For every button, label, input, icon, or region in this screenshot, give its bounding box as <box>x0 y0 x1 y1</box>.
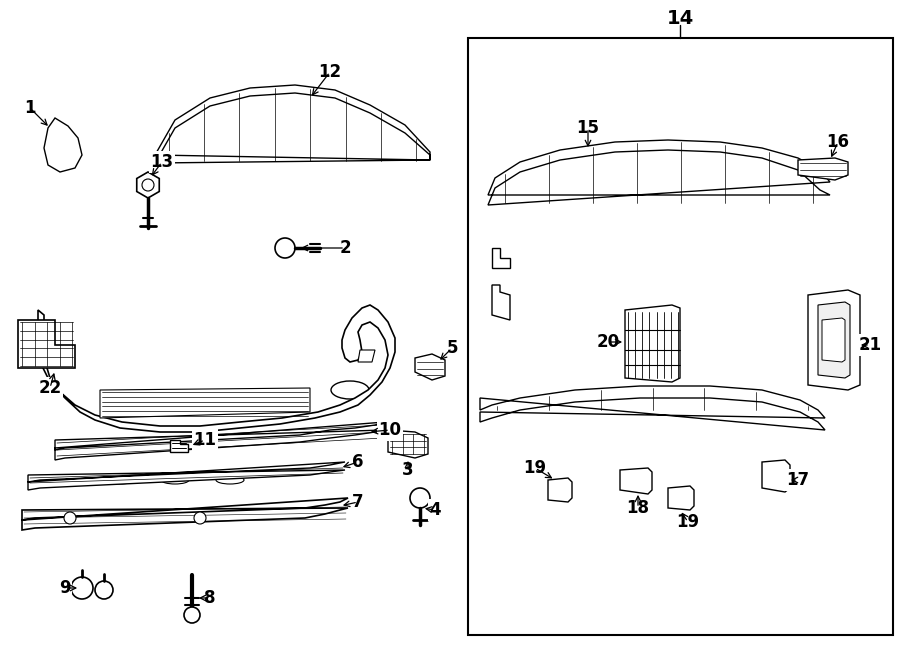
Text: 5: 5 <box>446 339 458 357</box>
Polygon shape <box>22 498 348 530</box>
Polygon shape <box>358 350 375 362</box>
Polygon shape <box>798 158 848 180</box>
Text: 6: 6 <box>352 453 364 471</box>
Text: 20: 20 <box>597 333 619 351</box>
Text: 19: 19 <box>524 459 546 477</box>
Circle shape <box>194 512 206 524</box>
Text: 16: 16 <box>826 133 850 151</box>
Text: 7: 7 <box>352 493 364 511</box>
Polygon shape <box>625 305 680 382</box>
Ellipse shape <box>331 381 369 399</box>
Polygon shape <box>480 386 825 430</box>
Polygon shape <box>822 318 845 362</box>
Circle shape <box>95 581 113 599</box>
Ellipse shape <box>216 476 244 484</box>
Text: 1: 1 <box>24 99 36 117</box>
Text: 14: 14 <box>666 9 694 28</box>
Polygon shape <box>137 172 159 198</box>
Text: 19: 19 <box>677 513 699 531</box>
Circle shape <box>410 488 430 508</box>
Circle shape <box>184 607 200 623</box>
Polygon shape <box>415 354 445 380</box>
Polygon shape <box>55 422 385 460</box>
Ellipse shape <box>106 476 134 484</box>
Polygon shape <box>818 302 850 378</box>
Polygon shape <box>388 430 428 458</box>
Text: 2: 2 <box>339 239 351 257</box>
Text: 10: 10 <box>379 421 401 439</box>
Text: 12: 12 <box>319 63 342 81</box>
Polygon shape <box>808 290 860 390</box>
Text: 4: 4 <box>429 501 441 519</box>
Polygon shape <box>762 460 790 492</box>
Polygon shape <box>492 248 510 268</box>
Circle shape <box>71 577 93 599</box>
Text: 15: 15 <box>577 119 599 137</box>
Polygon shape <box>44 118 82 172</box>
Polygon shape <box>492 285 510 320</box>
Circle shape <box>142 179 154 191</box>
Polygon shape <box>620 468 652 494</box>
Text: 17: 17 <box>787 471 810 489</box>
Bar <box>468 38 893 635</box>
Text: 8: 8 <box>204 589 216 607</box>
Circle shape <box>275 238 295 258</box>
Ellipse shape <box>161 476 189 484</box>
Polygon shape <box>18 320 75 368</box>
Polygon shape <box>668 486 694 510</box>
Polygon shape <box>28 462 345 490</box>
Text: 22: 22 <box>39 379 61 397</box>
Text: 21: 21 <box>859 336 882 354</box>
Polygon shape <box>548 478 572 502</box>
Circle shape <box>64 512 76 524</box>
Text: 3: 3 <box>402 461 414 479</box>
Polygon shape <box>100 388 310 418</box>
Text: 11: 11 <box>194 431 217 449</box>
Polygon shape <box>38 305 395 432</box>
Polygon shape <box>155 85 430 163</box>
Polygon shape <box>170 440 188 452</box>
Text: 9: 9 <box>59 579 71 597</box>
Text: 18: 18 <box>626 499 650 517</box>
Polygon shape <box>488 140 830 205</box>
Text: 13: 13 <box>150 153 174 171</box>
